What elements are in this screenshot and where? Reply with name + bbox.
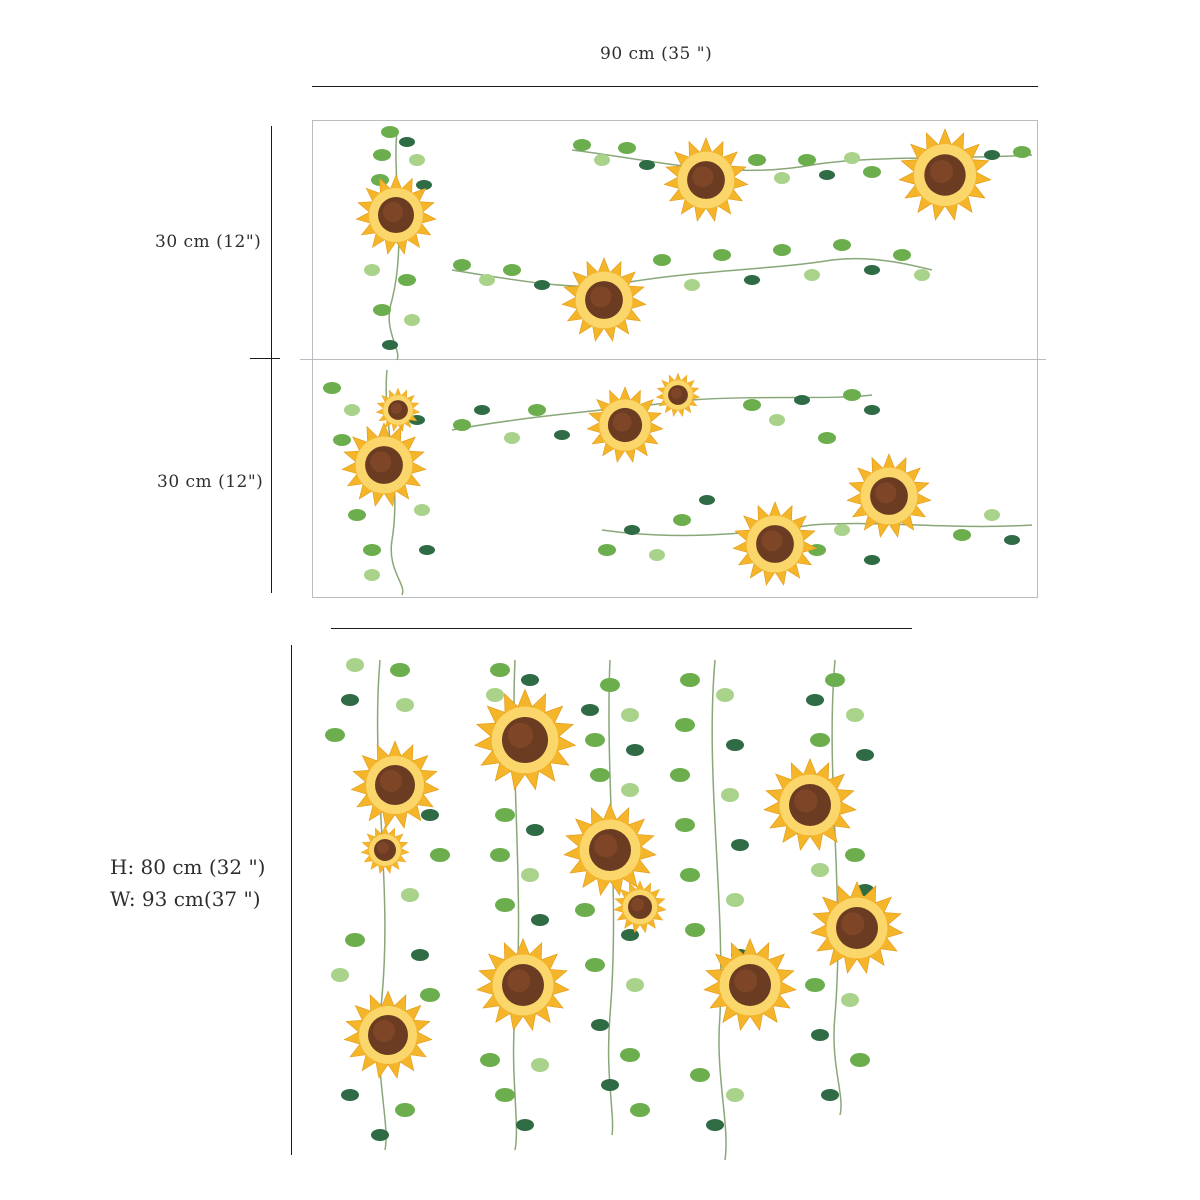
decal-sheet-artwork: [323, 126, 1033, 596]
upper-height-label: 30 cm (12"): [155, 232, 262, 252]
total-height-label: H: 80 cm (32 "): [110, 855, 266, 879]
decal-sheet-divider: [300, 359, 1046, 360]
sheet-height-divider-tick: [250, 358, 280, 359]
total-width-label: W: 93 cm(37 "): [110, 887, 261, 911]
sheet-horizontal-vine-lower-top: [451, 372, 880, 465]
hanging-vine-3: [562, 659, 668, 1136]
lower-height-label: 30 cm (12"): [157, 472, 264, 492]
sheet-horizontal-vine-middle: [451, 239, 933, 344]
hanging-vine-2: [473, 659, 577, 1151]
sheet-height-dimension-line: [271, 126, 272, 593]
hanging-vine-5: [762, 659, 905, 1116]
hanging-vine-4: [670, 659, 798, 1161]
hanging-vine-1: [325, 658, 450, 1151]
sheet-horizontal-vine-top: [571, 128, 1033, 224]
sheet-vertical-vine-upper: [354, 126, 438, 361]
preview-width-dimension-line: [331, 628, 912, 629]
sheet-vertical-vine-lower: [323, 369, 435, 596]
width-dimension-line: [312, 86, 1038, 87]
sheet-horizontal-vine-lower-bottom: [598, 453, 1033, 588]
width-dimension-label: 90 cm (35 "): [600, 44, 713, 64]
preview-height-dimension-line: [291, 645, 292, 1155]
hanging-vines-preview: [325, 658, 905, 1161]
total-size-label: H: 80 cm (32 ") W: 93 cm(37 "): [110, 851, 265, 915]
